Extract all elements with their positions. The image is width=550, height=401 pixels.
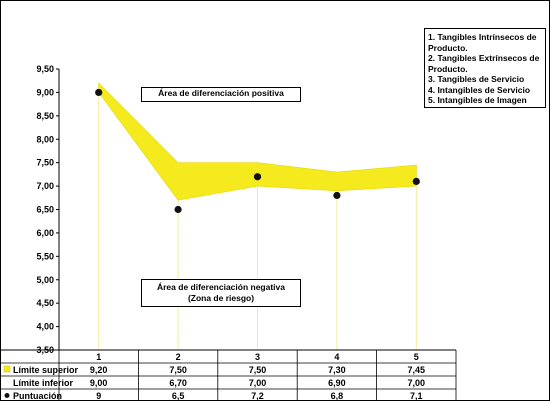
series-name-label: Límite superior [13, 365, 79, 375]
data-value-label: 6,8 [331, 391, 344, 400]
legend-line: 4. Intangibles de Servicio [428, 84, 531, 95]
data-value-label: 9,20 [90, 365, 108, 375]
data-value-label: 6,70 [169, 378, 187, 388]
legend-line: 1. Tangibles Intrínsecos de [428, 32, 537, 42]
data-value-label: 6,5 [172, 391, 185, 400]
data-value-label: 9,00 [90, 378, 108, 388]
legend-line: Producto. [428, 63, 468, 74]
score-point [253, 173, 262, 181]
y-tick-label: 4,50 [36, 298, 54, 308]
negative-area-annotation: Área de diferenciación negativa (Zona de… [141, 279, 301, 307]
y-tick-label: 7,00 [36, 181, 54, 191]
score-legend-key [4, 393, 10, 398]
y-tick-label: 5,50 [36, 251, 54, 261]
x-category-label: 4 [334, 352, 339, 362]
score-point [174, 205, 182, 214]
annotation-line: Área de diferenciación negativa [156, 282, 286, 292]
x-category-label: 2 [176, 352, 181, 362]
x-category-label: 3 [255, 352, 260, 362]
x-category-label: 1 [96, 352, 101, 362]
legend-line: Producto. [428, 42, 468, 53]
positive-area-annotation: Área de diferenciación positiva [141, 87, 301, 102]
data-value-label: 9 [96, 391, 101, 400]
data-value-label: 7,30 [328, 365, 346, 375]
data-value-label: 7,45 [408, 365, 426, 375]
data-value-label: 7,50 [169, 365, 187, 375]
y-tick-label: 9,00 [36, 87, 54, 97]
annotation-line: Área de diferenciación positiva [158, 88, 284, 98]
data-value-label: 7,00 [408, 378, 426, 388]
y-tick-label: 5,00 [36, 275, 54, 285]
score-point [333, 191, 341, 200]
score-point [95, 88, 103, 97]
x-category-label: 5 [414, 352, 419, 362]
y-tick-label: 8,50 [36, 111, 54, 121]
data-value-label: 7,50 [249, 365, 267, 375]
score-point [412, 177, 420, 185]
legend-line: 5. Intangibles de Imagen [428, 95, 527, 105]
annotation-line: (Zona de riesgo) [187, 293, 255, 303]
y-tick-label: 7,50 [36, 158, 54, 168]
series-name-label: Límite inferior [13, 378, 74, 388]
y-tick-label: 8,00 [36, 134, 54, 144]
data-value-label: 7,2 [251, 391, 264, 400]
y-tick-label: 4,00 [36, 322, 54, 332]
data-value-label: 7,00 [249, 378, 267, 388]
series-name-label: Puntuación [13, 391, 62, 400]
data-value-label: 6,90 [328, 378, 346, 388]
limits-band-area [98, 82, 417, 201]
y-tick-label: 6,00 [36, 228, 54, 238]
y-tick-label: 9,50 [36, 64, 54, 74]
data-value-label: 7,1 [410, 391, 423, 400]
category-legend-box: 1. Tangibles Intrínsecos de Producto. 2.… [424, 28, 546, 108]
upper-limit-legend-key [3, 365, 11, 373]
legend-line: 2. Tangibles Extrínsecos de [428, 53, 540, 63]
y-tick-label: 6,50 [36, 205, 54, 215]
legend-line: 3. Tangibles de Servicio [428, 74, 525, 84]
